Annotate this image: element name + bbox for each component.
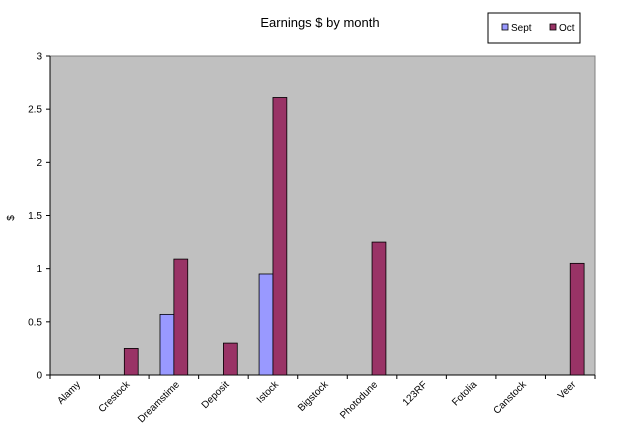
y-axis-label: $ (6, 215, 17, 221)
x-category-label: Photodune (338, 379, 380, 421)
x-category-label: Canstock (492, 379, 530, 417)
bar-oct-veer (569, 262, 585, 376)
y-tick-label: 1 (36, 264, 42, 275)
legend-swatch (549, 23, 557, 31)
y-axis: 0 0.5 1 1.5 2 2.5 3 (28, 52, 51, 382)
bar-oct-dreamstime (173, 258, 189, 376)
x-category-label: Bigstock (296, 379, 331, 414)
bar-sept-dreamstime (159, 313, 175, 376)
legend-swatch (501, 23, 509, 31)
y-tick-label: 0 (36, 371, 42, 382)
bar-oct-crestock (123, 348, 139, 376)
x-category-label: Fotolia (450, 379, 479, 408)
legend-label: Oct (559, 23, 575, 34)
x-category-label: Istock (255, 379, 282, 406)
plot-area (49, 55, 596, 376)
x-axis: Alamy Crestock Dreamstime Deposit Istock Bigs… (49, 374, 596, 425)
y-tick-label: 3 (36, 52, 42, 63)
bar-oct-istock (272, 97, 288, 376)
x-category-label: Veer (556, 379, 579, 402)
bar-oct-deposit (223, 342, 238, 376)
chart-title: Earnings $ by month (260, 15, 379, 30)
x-category-label: Crestock (97, 379, 133, 415)
y-tick-label: 0.5 (28, 317, 42, 328)
legend: Sept Oct (487, 12, 581, 44)
x-category-label: 123RF (401, 379, 430, 408)
bar-sept-istock (258, 273, 274, 376)
bar-oct-photodune (371, 241, 387, 376)
x-category-label: Dreamstime (136, 379, 182, 425)
x-category-label: Deposit (200, 379, 232, 411)
legend-label: Sept (511, 23, 532, 34)
bars (123, 97, 585, 376)
x-category-label: Alamy (55, 379, 82, 406)
y-tick-label: 1.5 (28, 211, 42, 222)
y-tick-label: 2.5 (28, 105, 42, 116)
y-tick-label: 2 (36, 158, 42, 169)
